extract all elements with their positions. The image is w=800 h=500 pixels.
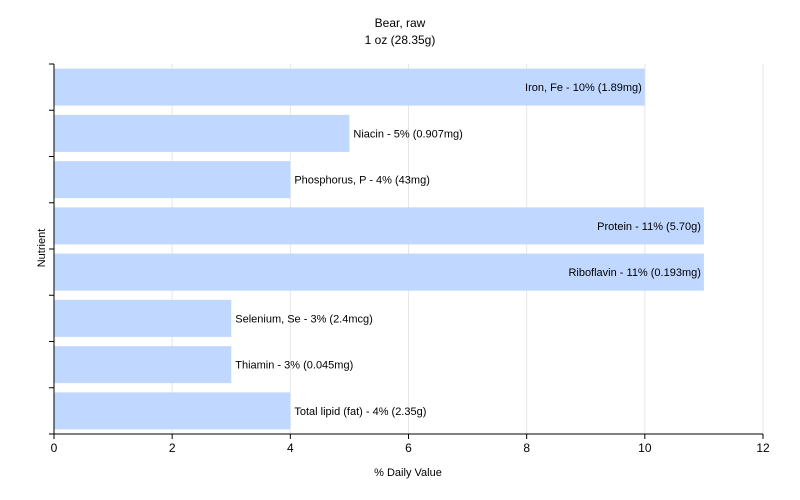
axes: 0 2 4 6 8 10 12 [49,63,770,455]
x-tick-label: 12 [756,441,770,455]
bar [54,207,704,245]
bar-label: Total lipid (fat) - 4% (2.35g) [294,406,426,418]
bar-label: Protein - 11% (5.70g) [597,221,701,233]
bar [54,161,291,199]
bar-label: Riboflavin - 11% (0.193mg) [568,267,700,279]
x-tick-label: 2 [169,441,176,455]
bars: Iron, Fe - 10% (1.89mg) Niacin - 5% (0.90… [54,68,704,430]
x-tick-label: 10 [638,441,652,455]
bar [54,392,291,430]
bar-label: Phosphorus, P - 4% (43mg) [294,175,430,187]
x-axis-label: % Daily Value [374,467,442,479]
bar-label: Iron, Fe - 10% (1.89mg) [525,82,642,94]
x-tick-label: 4 [287,441,294,455]
x-tick-label: 0 [51,441,58,455]
chart-title: Bear, raw [375,16,426,30]
bar-label: Selenium, Se - 3% (2.4mcg) [235,313,373,325]
bar [54,114,350,152]
chart-subtitle: 1 oz (28.35g) [365,33,436,47]
bar [54,253,704,291]
y-axis-label: Nutrient [36,229,48,268]
x-tick-label: 6 [405,441,412,455]
bar-label: Niacin - 5% (0.907mg) [353,128,462,140]
x-tick-label: 8 [523,441,530,455]
bar [54,68,645,106]
bar [54,299,232,337]
bar [54,346,232,384]
bar-label: Thiamin - 3% (0.045mg) [235,360,353,372]
